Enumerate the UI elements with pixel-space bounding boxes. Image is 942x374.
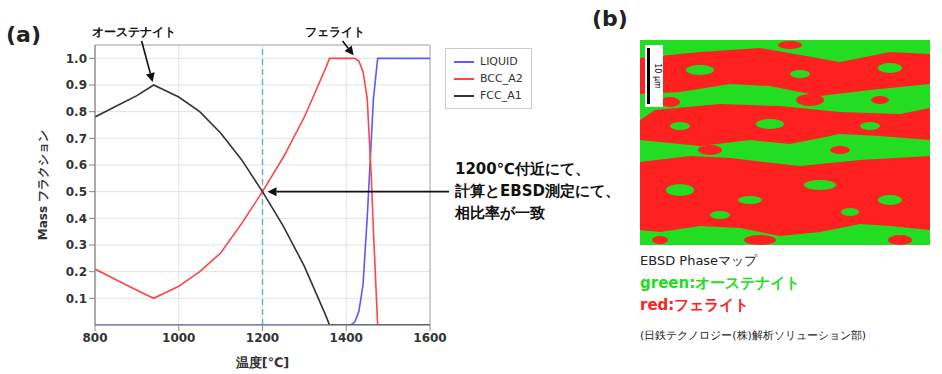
- svg-text:1000: 1000: [162, 331, 195, 345]
- html-text:(b): (b): [592, 6, 628, 31]
- svg-text:フェライト: フェライト: [305, 25, 365, 39]
- svg-text:800: 800: [82, 331, 107, 345]
- svg-text:0.2: 0.2: [66, 265, 87, 279]
- svg-text:Mass フラクション: Mass フラクション: [36, 130, 50, 241]
- svg-text:計算とEBSD測定にて、: 計算とEBSD測定にて、: [454, 182, 620, 200]
- svg-text:温度[℃]: 温度[℃]: [235, 355, 290, 370]
- svg-text:0.3: 0.3: [66, 238, 87, 252]
- svg-text:0.4: 0.4: [66, 212, 87, 226]
- svg-text:0.6: 0.6: [66, 158, 87, 172]
- html-text:FCC_A1: FCC_A1: [480, 89, 522, 102]
- svg-text:0.9: 0.9: [66, 78, 87, 92]
- svg-text:相比率が一致: 相比率が一致: [454, 204, 545, 222]
- svg-text:10 μm: 10 μm: [653, 63, 662, 89]
- svg-text:0.1: 0.1: [66, 292, 87, 306]
- html-text:(a): (a): [6, 22, 41, 47]
- svg-text:0.7: 0.7: [66, 132, 87, 146]
- svg-text:1400: 1400: [330, 331, 363, 345]
- html-text:(日鉄テクノロジー(株)解析ソリューション部): (日鉄テクノロジー(株)解析ソリューション部): [640, 329, 867, 342]
- svg-text:1.0: 1.0: [66, 52, 87, 66]
- html-text:green:オーステナイト: green:オーステナイト: [640, 274, 801, 292]
- html-text:red:フェライト: red:フェライト: [640, 296, 750, 314]
- svg-text:1200℃付近にて、: 1200℃付近にて、: [455, 160, 590, 178]
- svg-text:1200: 1200: [246, 331, 279, 345]
- svg-text:1600: 1600: [413, 331, 446, 345]
- svg-text:0.8: 0.8: [66, 105, 87, 119]
- svg-text:オーステナイト: オーステナイト: [92, 25, 176, 39]
- html-text:EBSD Phaseマップ: EBSD Phaseマップ: [640, 253, 758, 268]
- svg-text:0.5: 0.5: [66, 185, 87, 199]
- html-text:BCC_A2: BCC_A2: [480, 72, 523, 85]
- html-text:LIQUID: LIQUID: [480, 55, 518, 68]
